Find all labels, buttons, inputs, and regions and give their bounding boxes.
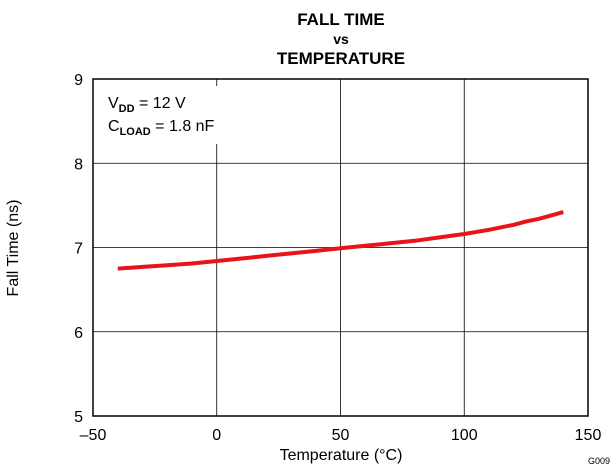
- x-tick-label: 0: [212, 427, 221, 444]
- annotation-vdd-rest: = 12 V: [135, 95, 186, 112]
- x-tick-label: 50: [332, 427, 350, 444]
- y-tick-label: 6: [74, 325, 83, 342]
- annotation-cload-sub: LOAD: [120, 126, 151, 138]
- figure-code: G009: [588, 456, 610, 466]
- x-tick-label: 100: [451, 427, 478, 444]
- y-tick-label: 7: [74, 241, 83, 258]
- annotation-vdd-main: V: [108, 95, 119, 112]
- x-tick-labels: –50 0 50 100 150: [80, 427, 602, 444]
- y-tick-label: 9: [74, 72, 83, 89]
- x-axis-label: Temperature (°C): [280, 447, 403, 464]
- series-line: [117, 210, 564, 271]
- x-tick-label: –50: [80, 427, 107, 444]
- x-tick-label: 150: [575, 427, 602, 444]
- annotation-cload-main: C: [108, 118, 120, 135]
- plot-frame: [92, 78, 589, 417]
- y-tick-label: 5: [74, 409, 83, 426]
- annotation-cload-rest: = 1.8 nF: [151, 118, 215, 135]
- chart-title-line-1: FALL TIME: [297, 10, 385, 29]
- y-tick-labels: 5 6 7 8 9: [74, 72, 83, 426]
- annotation-vdd: VDD = 12 V: [108, 95, 186, 115]
- series-layer: [117, 210, 564, 271]
- y-axis-label: Fall Time (ns): [5, 200, 22, 297]
- annotation-vdd-sub: DD: [119, 103, 135, 115]
- annotation-cload: CLOAD = 1.8 nF: [108, 118, 215, 138]
- annotation-background: [102, 86, 248, 144]
- chart-title-line-3: TEMPERATURE: [277, 49, 405, 68]
- y-tick-label: 8: [74, 156, 83, 173]
- chart-title-line-2: vs: [333, 31, 349, 47]
